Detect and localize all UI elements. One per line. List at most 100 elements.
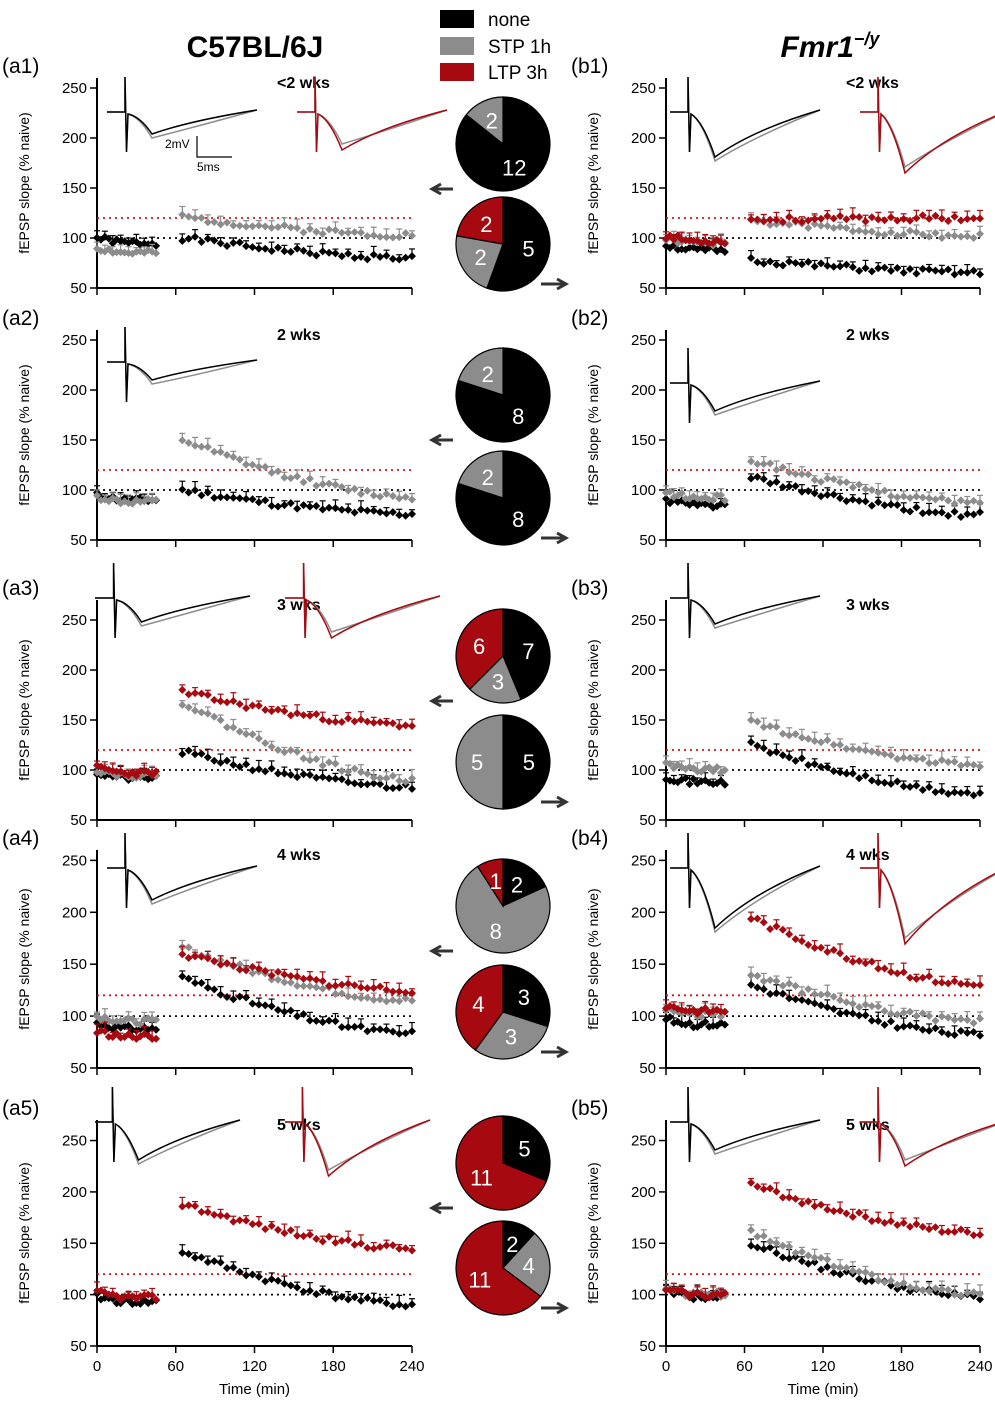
data-point	[280, 501, 289, 510]
data-point	[229, 723, 238, 732]
data-point	[836, 949, 845, 958]
data-point	[222, 242, 231, 251]
data-point	[184, 703, 193, 712]
data-point	[785, 731, 794, 740]
data-point	[785, 482, 794, 491]
data-point	[363, 984, 372, 993]
data-point	[861, 497, 870, 506]
data-point	[267, 971, 276, 980]
data-point	[363, 993, 372, 1002]
panel-age-b1: <2 wks	[846, 75, 899, 92]
data-point	[791, 730, 800, 739]
data-point	[925, 214, 934, 223]
data-point	[191, 689, 200, 698]
data-point	[950, 977, 959, 986]
pie-slice-none	[502, 608, 551, 701]
data-point	[759, 918, 768, 927]
data-point	[829, 992, 838, 1001]
data-point	[350, 779, 359, 788]
data-point	[216, 448, 225, 457]
data-point	[893, 493, 902, 502]
data-point	[382, 997, 391, 1006]
data-point	[969, 1019, 978, 1028]
data-point	[861, 1000, 870, 1009]
pie-slice-stp-1h	[455, 865, 551, 954]
data-point	[912, 1011, 921, 1020]
data-point	[337, 1236, 346, 1245]
data-point	[759, 259, 768, 268]
data-point	[785, 1193, 794, 1202]
data-point	[261, 462, 270, 471]
data-point	[261, 222, 270, 231]
data-point	[274, 975, 283, 984]
data-point	[267, 764, 276, 773]
data-point	[235, 1216, 244, 1225]
data-point	[925, 1026, 934, 1035]
data-point	[248, 766, 257, 775]
data-point	[899, 215, 908, 224]
data-point	[772, 747, 781, 756]
y-tick-label: 50	[70, 1060, 87, 1077]
data-point	[197, 689, 206, 698]
data-point	[356, 252, 365, 261]
data-point	[376, 718, 385, 727]
data-point	[848, 263, 857, 272]
panel-age-b3: 3 wks	[846, 597, 890, 614]
data-point	[937, 234, 946, 243]
data-point	[886, 1276, 895, 1285]
data-point	[210, 756, 219, 765]
data-point	[747, 474, 756, 483]
y-tick-label: 100	[62, 482, 87, 499]
data-point	[677, 489, 686, 498]
data-point	[899, 1278, 908, 1287]
data-point	[254, 701, 263, 710]
data-point	[791, 469, 800, 478]
data-point	[842, 954, 851, 963]
y-tick-label: 150	[62, 1235, 87, 1252]
data-point	[778, 218, 787, 227]
data-point	[817, 1265, 826, 1274]
data-point	[395, 997, 404, 1006]
data-point	[344, 228, 353, 237]
data-point	[778, 463, 787, 472]
data-point	[963, 214, 972, 223]
data-point	[337, 1023, 346, 1032]
panel-age-a2: 2 wks	[277, 327, 321, 344]
data-point	[969, 1028, 978, 1037]
data-point	[944, 1291, 953, 1300]
data-point	[804, 257, 813, 266]
data-point	[382, 1025, 391, 1034]
y-tick-label: 50	[639, 1060, 656, 1077]
data-point	[720, 766, 729, 775]
arrow-right-icon	[541, 277, 570, 291]
data-point	[222, 451, 231, 460]
data-point	[299, 501, 308, 510]
x-tick-label: 180	[889, 1358, 914, 1375]
data-point	[216, 239, 225, 248]
data-point	[152, 1025, 161, 1034]
data-point	[254, 1219, 263, 1228]
data-point	[408, 231, 416, 240]
trace-b1-none	[670, 76, 821, 159]
arrow-left-icon	[428, 694, 453, 708]
data-point	[829, 1262, 838, 1271]
data-point	[817, 492, 826, 501]
y-tick-label: 100	[62, 230, 87, 247]
data-point	[191, 441, 200, 450]
data-point	[363, 717, 372, 726]
data-point	[899, 506, 908, 515]
pie-p2a: 82	[428, 347, 551, 447]
y-tick-label: 200	[631, 1184, 656, 1201]
data-point	[886, 1281, 895, 1290]
data-point	[363, 1243, 372, 1252]
data-point	[976, 1295, 984, 1304]
data-point	[836, 211, 845, 220]
data-point	[817, 477, 826, 486]
data-point	[305, 1016, 314, 1025]
data-point	[747, 980, 756, 989]
data-point	[931, 788, 940, 797]
y-tick-label: 250	[62, 332, 87, 349]
data-point	[709, 767, 718, 776]
data-point	[408, 996, 416, 1005]
data-point	[747, 716, 756, 725]
